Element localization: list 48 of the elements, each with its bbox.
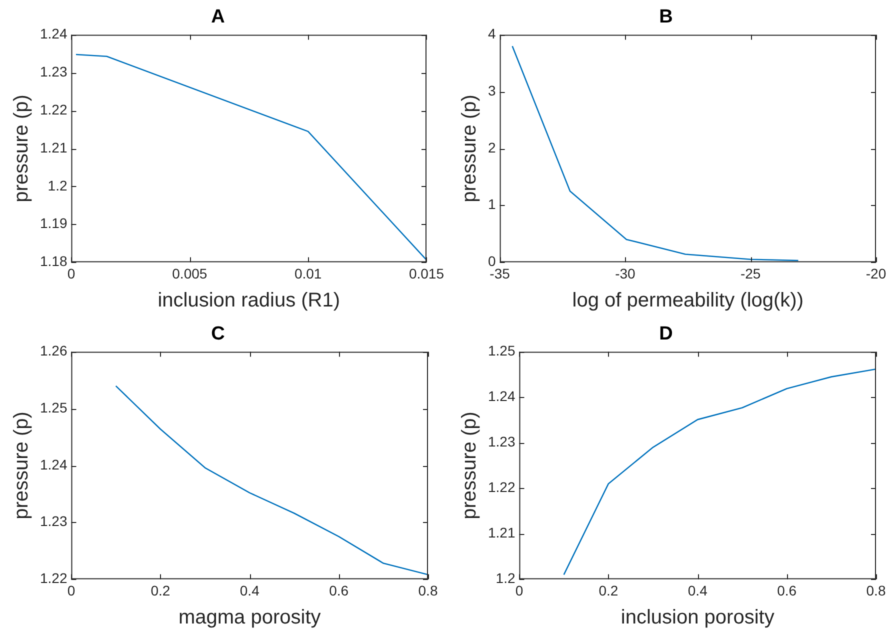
y-tick-label: 1.19 bbox=[40, 215, 68, 232]
x-axis-title: magma porosity bbox=[178, 606, 321, 629]
x-tick-label: 0.6 bbox=[329, 582, 349, 598]
y-tick-label: 4 bbox=[488, 26, 496, 42]
x-tick-label: 0.8 bbox=[866, 582, 886, 598]
x-tick-label: 0.6 bbox=[777, 582, 797, 598]
y-tick-label: 2 bbox=[488, 139, 496, 156]
y-tick-label: 1.23 bbox=[40, 513, 68, 530]
y-tick-label: 1 bbox=[488, 196, 496, 212]
y-tick-label: 3 bbox=[488, 82, 496, 99]
y-axis-title: pressure (p) bbox=[458, 94, 481, 202]
x-tick-label: -30 bbox=[615, 265, 636, 282]
x-tick-label: 0.01 bbox=[294, 265, 322, 282]
y-axis-title: pressure (p) bbox=[10, 412, 33, 520]
y-tick-label: 1.24 bbox=[40, 26, 68, 42]
y-axis-title: pressure (p) bbox=[10, 94, 33, 202]
chart-title: C bbox=[211, 324, 226, 345]
y-tick-label: 1.21 bbox=[40, 139, 68, 156]
chart-title: D bbox=[659, 324, 673, 345]
x-tick-label: 0.4 bbox=[688, 582, 708, 598]
y-axis-title: pressure (p) bbox=[458, 412, 481, 520]
y-tick-label: 1.21 bbox=[488, 524, 516, 541]
x-tick-label: 0.015 bbox=[408, 265, 444, 282]
y-tick-label: 1.24 bbox=[40, 456, 68, 472]
y-tick-label: 1.23 bbox=[488, 434, 516, 450]
y-tick-label: 1.26 bbox=[40, 342, 68, 359]
x-tick-label: 0.8 bbox=[418, 582, 438, 598]
y-tick-label: 1.25 bbox=[40, 400, 68, 416]
y-tick-label: 1.18 bbox=[40, 253, 68, 270]
x-tick-label: 0.2 bbox=[150, 582, 170, 598]
y-tick-label: 1.2 bbox=[496, 570, 516, 586]
x-tick-label: -20 bbox=[866, 265, 886, 282]
y-tick-label: 1.25 bbox=[488, 342, 516, 359]
chart-title: A bbox=[211, 6, 226, 28]
x-tick-label: -25 bbox=[740, 265, 761, 282]
chart-title: B bbox=[659, 6, 673, 28]
x-tick-label: 0.005 bbox=[172, 265, 208, 282]
x-axis-title: log of permeability (log(k)) bbox=[572, 290, 804, 312]
y-tick-label: 1.22 bbox=[40, 570, 68, 586]
y-tick-label: 1.24 bbox=[488, 388, 516, 404]
x-tick-label: 0.4 bbox=[240, 582, 260, 598]
y-tick-label: 1.2 bbox=[48, 177, 68, 194]
y-tick-label: 1.22 bbox=[40, 101, 68, 118]
x-tick-label: 0.2 bbox=[598, 582, 618, 598]
y-tick-label: 1.23 bbox=[40, 64, 68, 80]
y-tick-label: 1.22 bbox=[488, 479, 516, 496]
x-axis-title: inclusion radius (R1) bbox=[158, 290, 340, 312]
x-axis-title: inclusion porosity bbox=[620, 606, 774, 629]
